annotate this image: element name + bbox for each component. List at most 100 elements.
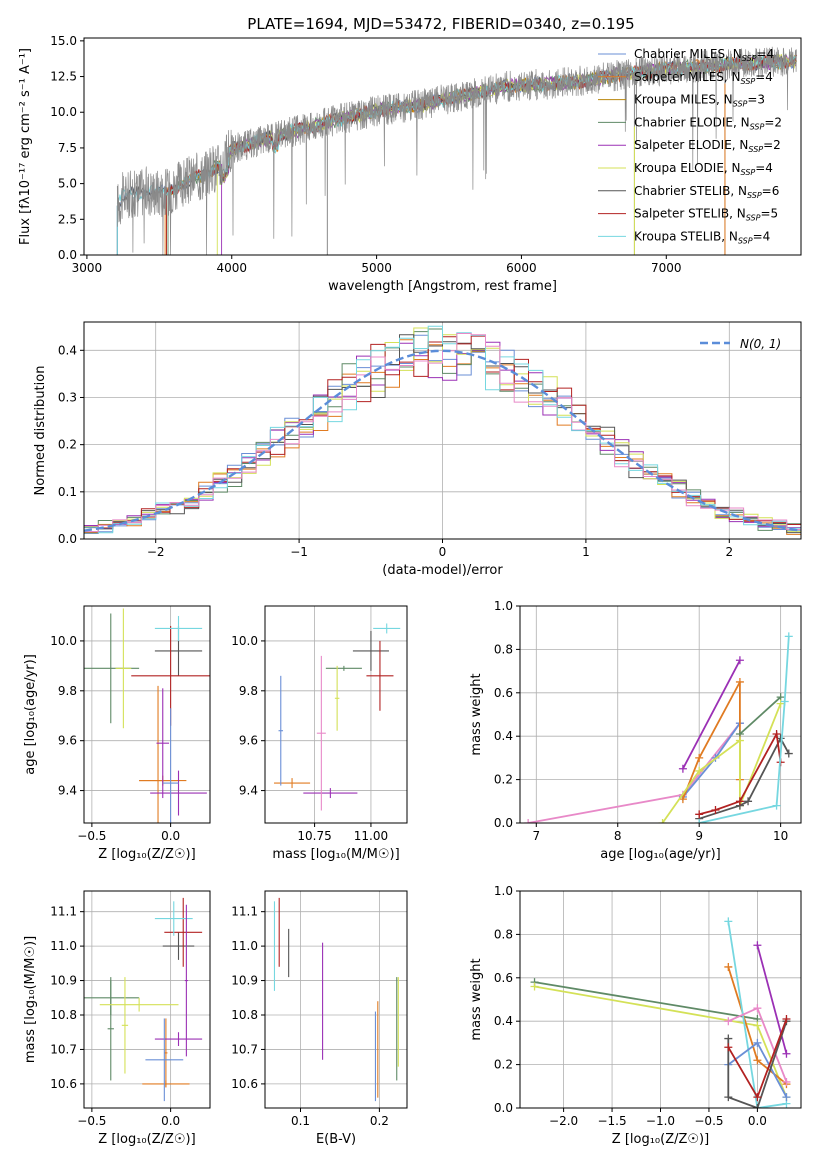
x-tick-label: 0.2: [370, 1114, 389, 1128]
legend-subscript: SSP: [746, 214, 761, 223]
panel-age_vs_Z: −0.5 0.0 9.4 9.6 9.8 10.0 Z [log₁₀(Z/Z☉)] age […: [23, 605, 211, 862]
x-tick-label: 11.00: [354, 829, 388, 843]
legend-label: Chabrier STELIB, N: [634, 184, 747, 198]
legend-subscript: SSP: [741, 168, 756, 177]
mass-weight-point: [724, 962, 733, 971]
x-tick-label: 0: [439, 545, 447, 559]
y-axis-label: Flux [fλ10⁻¹⁷ erg cm⁻² s⁻¹ A⁻¹]: [18, 48, 33, 245]
legend-entry: N(0, 1): [740, 337, 781, 351]
plot-area: [84, 325, 801, 539]
y-tick-label: 9.6: [58, 734, 77, 748]
y-tick-label: 10.8: [50, 1008, 77, 1022]
legend-suffix: =4: [753, 229, 771, 243]
legend-suffix: =3: [747, 93, 765, 107]
y-tick-label: 0.2: [58, 438, 77, 452]
x-tick-label: 0.0: [748, 1114, 767, 1128]
y-tick-label: 1.0: [494, 884, 513, 898]
normal-reference-curve: [84, 349, 801, 532]
y-tick-label: 0.8: [494, 927, 513, 941]
y-tick-label: 0.0: [58, 532, 77, 546]
x-axis-label: wavelength [Angstrom, rest frame]: [328, 279, 557, 294]
y-tick-label: 11.1: [231, 905, 258, 919]
legend-entry: Chabrier MILES, NSSP=4: [634, 47, 774, 63]
mass-weight-line: [699, 636, 790, 823]
x-tick-label: 10: [773, 829, 788, 843]
mass-weight-point: [780, 697, 789, 706]
panel-mass_vs_Z: −0.5 0.0 10.6 10.7 10.8 10.9 11.0 11.1 Z [log₁₀(…: [23, 890, 211, 1147]
y-tick-label: 10.0: [50, 105, 77, 119]
legend-suffix: =4: [755, 161, 773, 175]
mass-weight-point: [753, 1093, 762, 1102]
x-axis-label: mass [log₁₀(M/M☉)]: [272, 847, 399, 862]
panel-weight_vs_age: 7 8 9 10 0.0 0.2 0.4 0.6 0.8 1.0 age [log₁₀(age/yr…: [469, 599, 802, 862]
y-tick-label: 10.7: [231, 1042, 258, 1056]
mass-weight-point: [782, 1049, 791, 1058]
mass-weight-point: [524, 819, 533, 823]
x-tick-label: 2: [725, 545, 733, 559]
y-tick-label: 11.0: [231, 939, 258, 953]
y-tick-label: 0.3: [58, 390, 77, 404]
legend-entry: Kroupa STELIB, NSSP=4: [634, 229, 770, 245]
mass-weight-point: [695, 819, 704, 823]
mass-weight-point: [776, 699, 785, 708]
x-tick-label: −0.5: [77, 829, 106, 843]
x-axis-label: E(B-V): [316, 1132, 356, 1147]
axes-frame: [264, 605, 408, 824]
plot-area: [530, 917, 791, 1108]
panel-spectrum: 3000 4000 5000 6000 7000 0.0 2.5 5.0 7.5 10.0 12.5…: [18, 34, 802, 294]
y-tick-label: 10.7: [50, 1042, 77, 1056]
legend-entry: Kroupa ELODIE, NSSP=4: [634, 161, 773, 177]
mass-weight-point: [695, 810, 704, 819]
y-tick-label: 10.0: [50, 634, 77, 648]
mass-weight-line: [727, 1020, 788, 1108]
x-tick-label: −1: [290, 545, 308, 559]
mass-weight-point: [782, 1077, 791, 1086]
x-tick-label: 7: [532, 829, 540, 843]
axes-frame: [519, 605, 802, 824]
legend-label: Kroupa MILES, N: [634, 93, 733, 107]
y-tick-label: 0.2: [494, 773, 513, 787]
panel-residuals: −2 −1 0 1 2 0.0 0.1 0.2 0.3 0.4 (data-model)/error…: [33, 321, 802, 578]
x-tick-label: 9: [695, 829, 703, 843]
y-tick-label: 0.4: [494, 1014, 513, 1028]
y-tick-label: 10.6: [231, 1077, 258, 1091]
x-tick-label: 10.75: [297, 829, 331, 843]
mass-weight-line: [661, 703, 782, 823]
mass-weight-point: [735, 736, 744, 745]
mass-weight-point: [753, 1038, 762, 1047]
x-tick-label: −1.0: [646, 1114, 675, 1128]
mass-weight-point: [678, 764, 687, 773]
y-tick-label: 10.8: [231, 1008, 258, 1022]
y-axis-label: Normed distribution: [33, 366, 48, 496]
legend-entry: Salpeter ELODIE, NSSP=2: [634, 138, 781, 154]
x-tick-label: 7000: [651, 261, 682, 275]
y-axis-label: mass weight: [469, 673, 484, 755]
mass-weight-point: [711, 805, 720, 814]
y-tick-label: 1.0: [494, 599, 513, 613]
figure-title: PLATE=1694, MJD=53472, FIBERID=0340, z=0…: [247, 15, 634, 33]
legend-suffix: =4: [756, 47, 774, 61]
axes-frame: [83, 890, 211, 1109]
y-tick-label: 9.8: [239, 684, 258, 698]
panel-weight_vs_Z: −2.0 −1.5 −1.0 −0.5 0.0 0.0 0.2 0.4 0.6 0.8 1.0 Z […: [469, 884, 802, 1147]
legend-suffix: =4: [755, 70, 773, 84]
legend-subscript: SSP: [741, 77, 756, 86]
mass-weight-point: [772, 801, 781, 810]
mass-weight-point: [784, 632, 793, 641]
legend-entry: Kroupa MILES, NSSP=3: [634, 93, 765, 109]
legend-subscript: SSP: [748, 145, 763, 154]
mass-weight-line: [534, 981, 758, 1020]
y-tick-label: 10.9: [231, 974, 258, 988]
observed-spectrum-line: [116, 46, 797, 255]
mass-weight-point: [724, 1034, 733, 1043]
mass-weight-point: [735, 797, 744, 806]
y-tick-label: 5.0: [58, 177, 77, 191]
legend-entry: Salpeter STELIB, NSSP=5: [634, 207, 778, 223]
mass-weight-point: [753, 941, 762, 950]
y-tick-label: 0.0: [58, 248, 77, 262]
y-tick-label: 0.2: [494, 1058, 513, 1072]
y-axis-label: age [log₁₀(age/yr)]: [23, 654, 38, 775]
x-tick-label: −0.5: [694, 1114, 723, 1128]
x-tick-label: 8: [614, 829, 622, 843]
